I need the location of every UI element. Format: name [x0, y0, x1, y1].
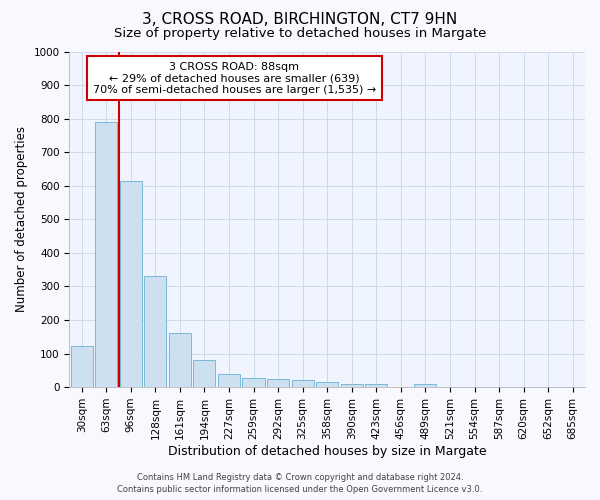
Bar	[169, 334, 191, 387]
Bar	[71, 346, 93, 387]
Text: 3, CROSS ROAD, BIRCHINGTON, CT7 9HN: 3, CROSS ROAD, BIRCHINGTON, CT7 9HN	[142, 12, 458, 28]
Bar	[267, 378, 289, 387]
Text: Size of property relative to detached houses in Margate: Size of property relative to detached ho…	[114, 28, 486, 40]
X-axis label: Distribution of detached houses by size in Margate: Distribution of detached houses by size …	[168, 444, 487, 458]
Bar	[144, 276, 166, 387]
Bar	[95, 122, 117, 387]
Bar	[365, 384, 388, 387]
Bar	[415, 384, 436, 387]
Bar	[341, 384, 363, 387]
Y-axis label: Number of detached properties: Number of detached properties	[15, 126, 28, 312]
Text: Contains HM Land Registry data © Crown copyright and database right 2024.
Contai: Contains HM Land Registry data © Crown c…	[118, 472, 482, 494]
Bar	[193, 360, 215, 387]
Bar	[292, 380, 314, 387]
Bar	[242, 378, 265, 387]
Bar	[120, 180, 142, 387]
Bar	[316, 382, 338, 387]
Bar	[218, 374, 240, 387]
Text: 3 CROSS ROAD: 88sqm
← 29% of detached houses are smaller (639)
70% of semi-detac: 3 CROSS ROAD: 88sqm ← 29% of detached ho…	[93, 62, 376, 95]
